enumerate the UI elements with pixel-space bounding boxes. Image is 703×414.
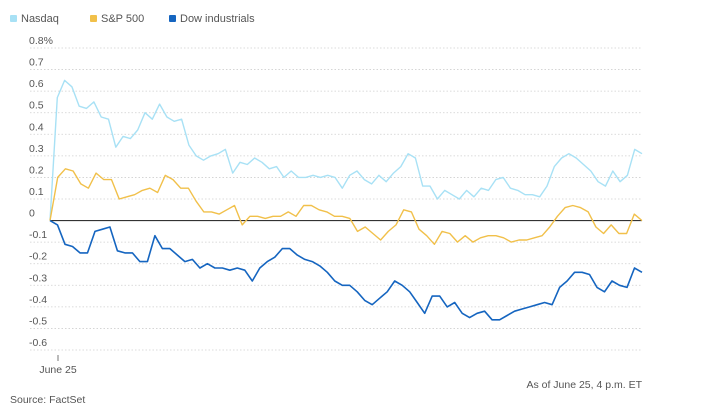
y-tick-label: -0.5 <box>29 315 47 327</box>
y-tick-label: -0.1 <box>29 229 47 241</box>
source-note: Source: FactSet <box>10 394 85 406</box>
y-tick-label: 0.7 <box>29 57 44 69</box>
legend-label-sp500: S&P 500 <box>101 13 144 25</box>
series-line-nasdaq <box>49 79 643 221</box>
y-tick-label: 0.5 <box>29 100 44 112</box>
x-tick-label: June 25 <box>39 364 77 376</box>
series-lines <box>49 79 643 321</box>
legend-label-dow: Dow industrials <box>180 13 255 25</box>
y-tick-label: 0.8% <box>29 35 53 47</box>
y-tick-label: 0.6 <box>29 78 44 90</box>
legend-swatch-nasdaq <box>10 15 17 22</box>
y-tick-label: -0.2 <box>29 251 47 263</box>
y-tick-label: 0 <box>29 208 35 220</box>
y-tick-label: 0.4 <box>29 121 44 133</box>
as-of-note: As of June 25, 4 p.m. ET <box>526 379 642 391</box>
y-tick-label: -0.4 <box>29 294 47 306</box>
y-tick-label: 0.3 <box>29 143 44 155</box>
y-tick-label: 0.2 <box>29 164 44 176</box>
legend: Nasdaq S&P 500 Dow industrials <box>10 13 255 25</box>
y-tick-label: 0.1 <box>29 186 44 198</box>
y-axis-ticks: 0.8% 0.7 0.6 0.5 0.4 0.3 0.2 0.1 0 -0.1 -0.2 -0.3 -0… <box>29 35 53 349</box>
series-line-dow <box>49 219 643 321</box>
legend-swatch-sp500 <box>90 15 97 22</box>
legend-label-nasdaq: Nasdaq <box>21 13 59 25</box>
series-line-sp500 <box>49 168 643 246</box>
grid <box>30 47 642 351</box>
y-tick-label: -0.3 <box>29 272 47 284</box>
y-tick-label: -0.6 <box>29 337 47 349</box>
legend-swatch-dow <box>169 15 176 22</box>
